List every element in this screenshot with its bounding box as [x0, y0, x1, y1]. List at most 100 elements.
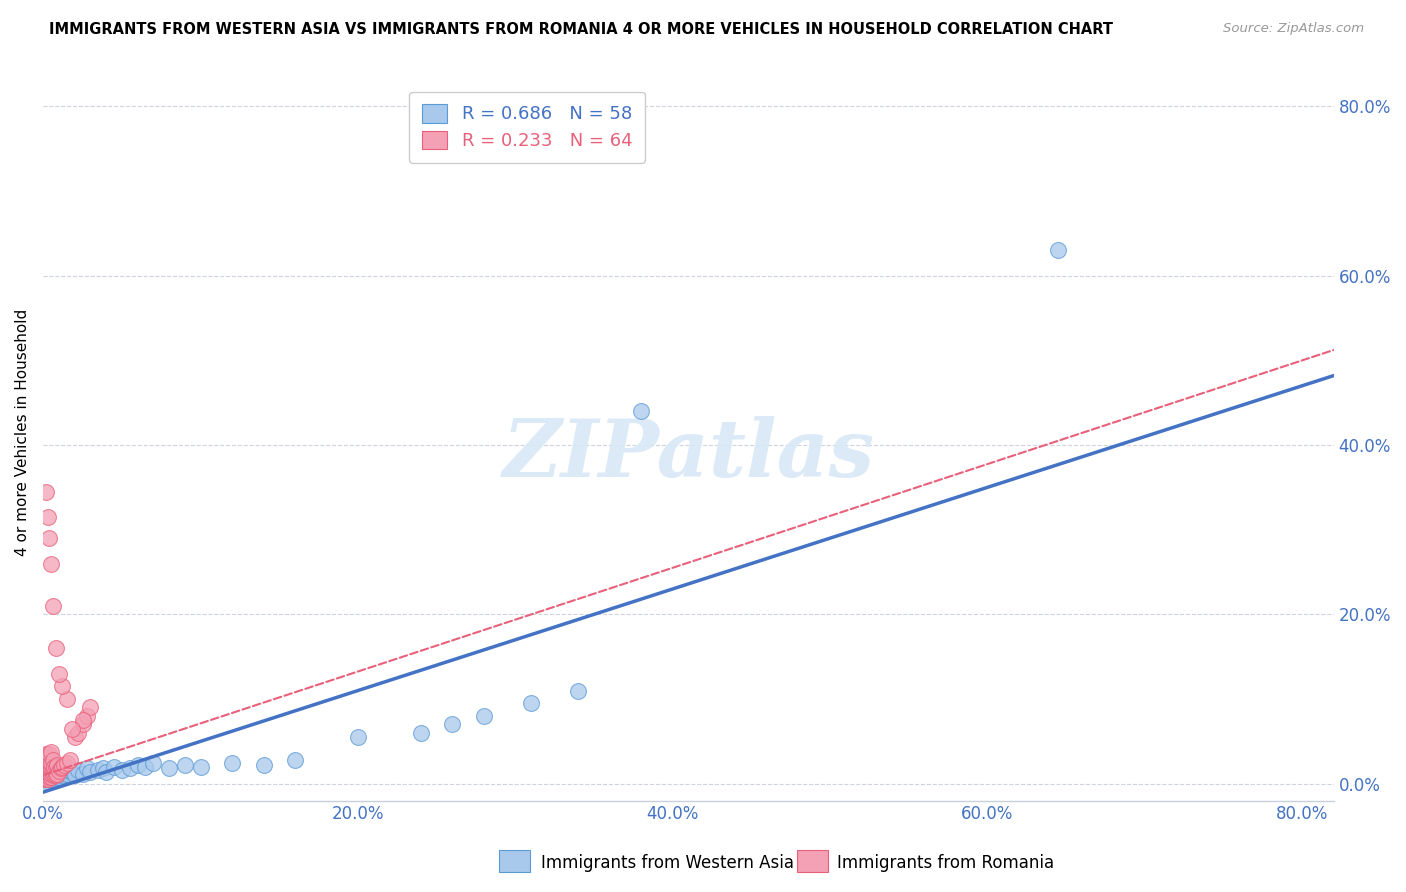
Point — [35, 758, 58, 772]
Point — [34, 772, 56, 787]
Point — [39, 761, 62, 775]
Point — [38, 531, 60, 545]
Point — [38, 770, 60, 784]
Point — [35, 747, 58, 761]
Point — [48, 764, 70, 778]
Point — [520, 696, 543, 710]
Point — [46, 758, 69, 772]
Point — [567, 683, 589, 698]
Point — [34, 764, 56, 778]
Point — [63, 730, 86, 744]
Text: IMMIGRANTS FROM WESTERN ASIA VS IMMIGRANTS FROM ROMANIA 4 OR MORE VEHICLES IN HO: IMMIGRANTS FROM WESTERN ASIA VS IMMIGRAN… — [49, 22, 1114, 37]
Text: Immigrants from Romania: Immigrants from Romania — [837, 855, 1053, 872]
Point — [37, 766, 59, 780]
Point — [44, 766, 66, 780]
Point — [45, 641, 67, 656]
Point — [142, 756, 165, 770]
Point — [39, 770, 62, 784]
Point — [118, 761, 141, 775]
Point — [59, 753, 82, 767]
Point — [38, 766, 60, 780]
Point — [52, 758, 75, 772]
Point — [35, 753, 58, 767]
Point — [472, 709, 495, 723]
Point — [41, 770, 63, 784]
Point — [38, 768, 60, 782]
Point — [38, 747, 60, 761]
Point — [41, 763, 63, 777]
Point — [37, 510, 59, 524]
Point — [72, 717, 94, 731]
Text: Immigrants from Western Asia: Immigrants from Western Asia — [541, 855, 794, 872]
Point — [56, 766, 79, 780]
Point — [58, 763, 80, 777]
Point — [35, 766, 58, 780]
Point — [35, 774, 58, 789]
Point — [37, 756, 59, 770]
Point — [45, 760, 67, 774]
Point — [66, 763, 89, 777]
Point — [37, 772, 59, 787]
Point — [48, 770, 70, 784]
Point — [252, 758, 274, 772]
Point — [39, 766, 62, 780]
Point — [34, 761, 56, 775]
Point — [44, 760, 66, 774]
Point — [63, 768, 86, 782]
Point — [35, 764, 58, 778]
Y-axis label: 4 or more Vehicles in Household: 4 or more Vehicles in Household — [15, 309, 30, 556]
Point — [37, 749, 59, 764]
Point — [34, 770, 56, 784]
Point — [157, 761, 180, 775]
Point — [34, 751, 56, 765]
Point — [41, 753, 63, 767]
Point — [37, 768, 59, 782]
Point — [127, 758, 149, 772]
Point — [38, 772, 60, 786]
Point — [103, 760, 125, 774]
Point — [173, 758, 195, 772]
Point — [45, 763, 67, 777]
Point — [39, 756, 62, 770]
Point — [39, 772, 62, 787]
Point — [76, 761, 98, 775]
Point — [39, 761, 62, 775]
Point — [51, 760, 73, 774]
Point — [34, 756, 56, 770]
Point — [190, 760, 212, 774]
Point — [72, 713, 94, 727]
Point — [630, 404, 652, 418]
Point — [39, 745, 62, 759]
Point — [87, 763, 110, 777]
Point — [37, 764, 59, 778]
Point — [39, 766, 62, 780]
Point — [46, 766, 69, 780]
Point — [94, 764, 117, 779]
Point — [66, 726, 89, 740]
Point — [35, 484, 58, 499]
Point — [41, 768, 63, 782]
Point — [76, 709, 98, 723]
Point — [111, 763, 134, 777]
Point — [35, 764, 58, 778]
Point — [45, 768, 67, 782]
Point — [49, 766, 72, 780]
Point — [56, 692, 79, 706]
Point — [46, 768, 69, 782]
Point — [60, 764, 83, 779]
Text: ZIPatlas: ZIPatlas — [502, 416, 875, 493]
Point — [34, 768, 56, 782]
Point — [1047, 244, 1070, 258]
Point — [79, 700, 101, 714]
Point — [35, 768, 58, 782]
Point — [37, 761, 59, 775]
Legend: R = 0.686   N = 58, R = 0.233   N = 64: R = 0.686 N = 58, R = 0.233 N = 64 — [409, 92, 645, 162]
Point — [51, 679, 73, 693]
Point — [34, 770, 56, 784]
Point — [44, 764, 66, 779]
Point — [45, 770, 67, 784]
Point — [72, 766, 94, 780]
Point — [134, 760, 156, 774]
Point — [347, 730, 370, 744]
Point — [38, 764, 60, 778]
